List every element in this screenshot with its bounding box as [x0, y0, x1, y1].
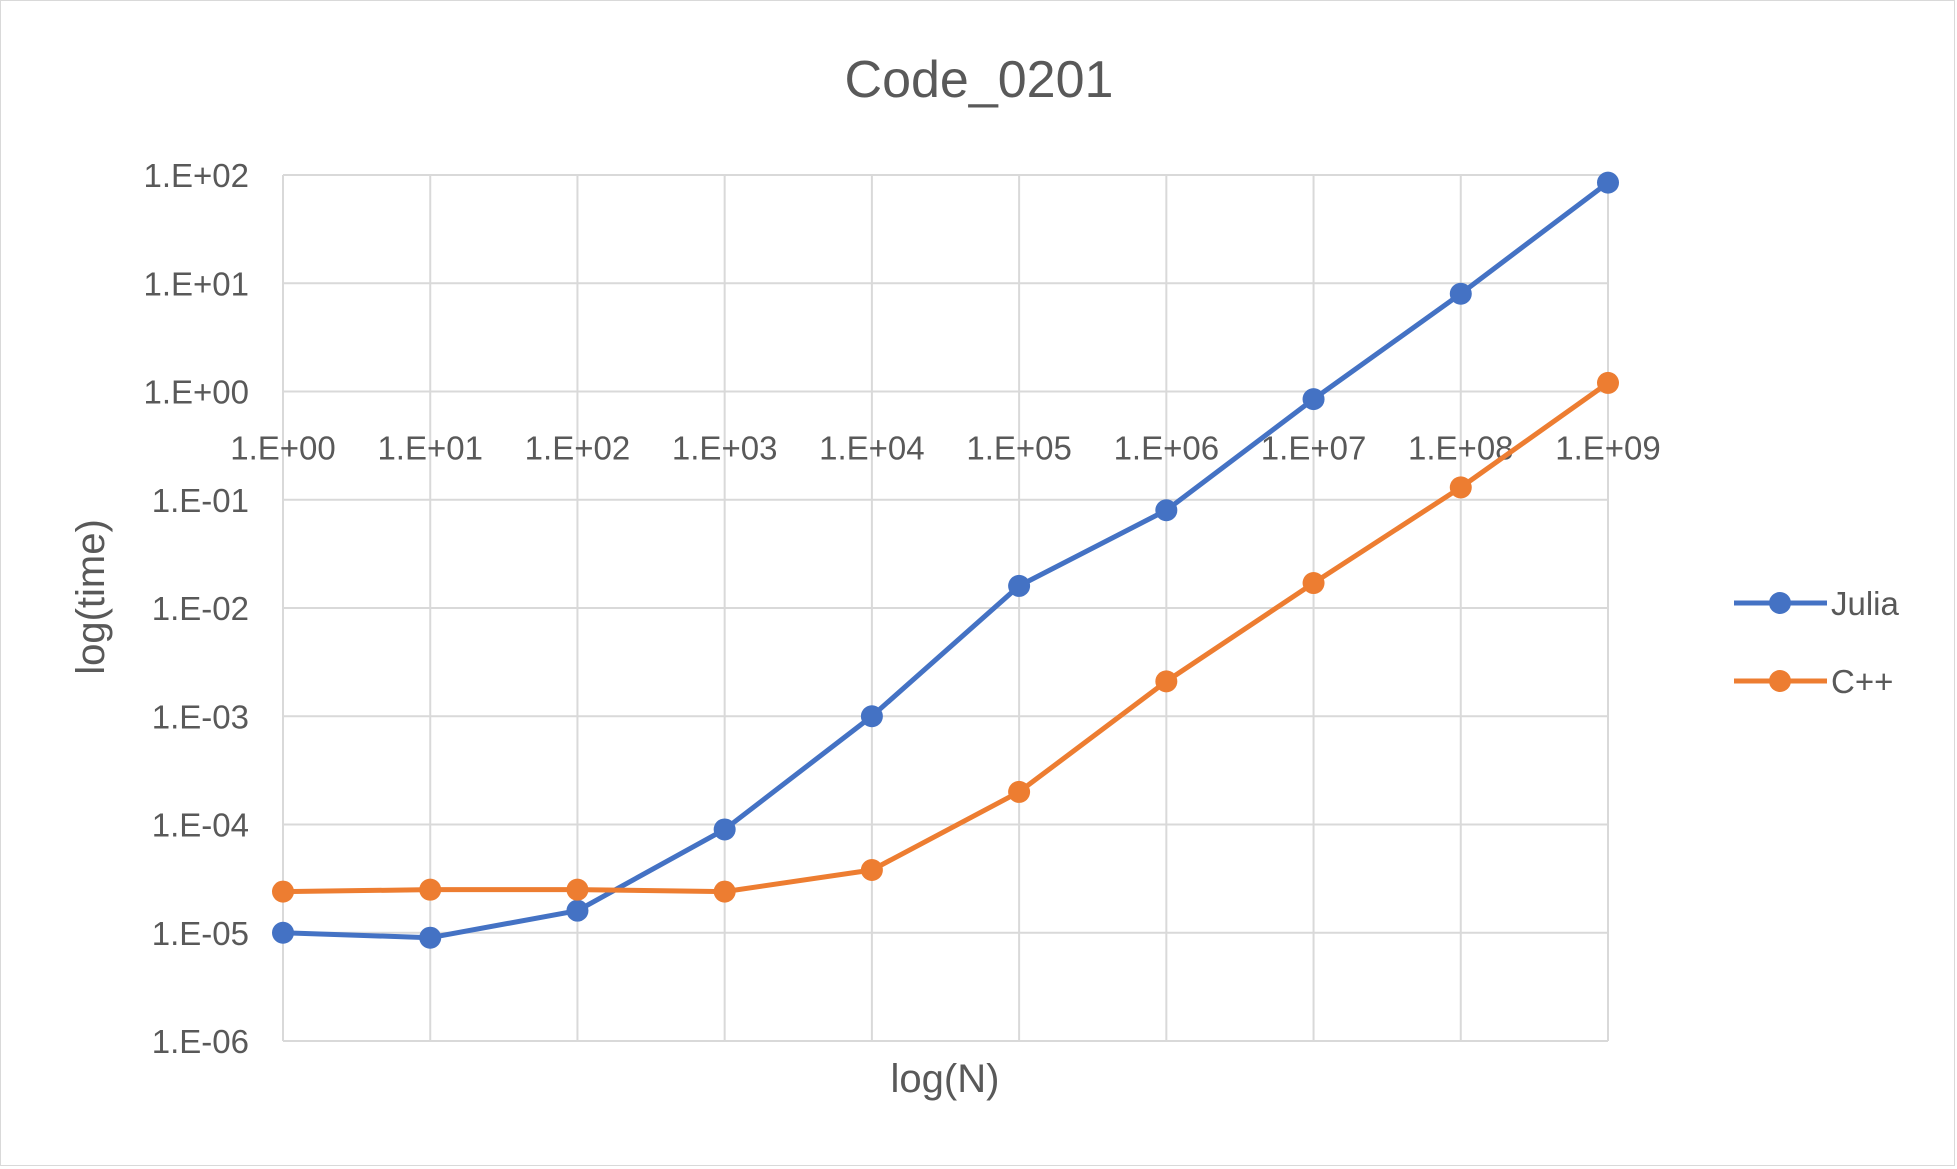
series-layer	[272, 171, 1619, 949]
data-point	[1449, 282, 1472, 305]
y-tick-label: 1.E-01	[152, 482, 249, 519]
data-point	[713, 880, 736, 903]
data-point	[713, 818, 736, 841]
x-tick-label: 1.E+06	[1114, 430, 1220, 467]
y-tick-label: 1.E-04	[152, 807, 249, 844]
data-point	[1597, 371, 1619, 394]
y-tick-label: 1.E+01	[143, 265, 249, 302]
x-tick-label: 1.E+07	[1261, 430, 1367, 467]
y-tick-label: 1.E-06	[152, 1023, 249, 1060]
x-tick-label: 1.E+09	[1555, 430, 1661, 467]
x-tick-label: 1.E+03	[672, 430, 778, 467]
data-point	[1155, 499, 1178, 522]
x-tick-label: 1.E+01	[377, 430, 483, 467]
data-point	[1302, 572, 1325, 595]
data-point	[1155, 670, 1178, 693]
series-line-c-	[282, 380, 1610, 895]
data-point	[566, 878, 589, 901]
legend-label: C++	[1831, 663, 1893, 700]
legend-marker	[1769, 670, 1791, 692]
data-point	[419, 926, 442, 949]
data-point	[272, 921, 294, 944]
tick-label-layer: 1.E-06 1.E-05 1.E-04 1.E-03 1.E-02 1.E-01 1.E+…	[143, 157, 1660, 1060]
x-tick-label: 1.E+00	[230, 430, 336, 467]
legend-label: Julia	[1831, 585, 1900, 622]
data-point	[419, 878, 442, 901]
data-point	[860, 858, 883, 881]
data-point	[860, 705, 883, 728]
data-point	[1008, 574, 1031, 597]
data-point	[272, 880, 294, 903]
data-point	[1449, 476, 1472, 499]
y-axis-title: log(time)	[69, 519, 113, 675]
legend-marker	[1769, 592, 1791, 614]
data-point	[566, 899, 589, 922]
x-tick-label: 1.E+04	[819, 430, 925, 467]
data-point	[1008, 780, 1031, 803]
y-tick-label: 1.E-03	[152, 698, 249, 735]
legend: Julia C++	[1734, 585, 1900, 700]
x-tick-label: 1.E+02	[525, 430, 631, 467]
series-line-julia	[282, 180, 1610, 941]
x-tick-label: 1.E+05	[966, 430, 1072, 467]
y-tick-label: 1.E+02	[143, 157, 249, 194]
grid-layer	[282, 174, 1609, 1042]
chart-title: Code_0201	[845, 51, 1114, 109]
x-axis-title: log(N)	[891, 1057, 1000, 1101]
y-tick-label: 1.E+00	[143, 374, 249, 411]
y-tick-label: 1.E-05	[152, 915, 249, 952]
y-tick-label: 1.E-02	[152, 590, 249, 627]
data-point	[1597, 171, 1619, 194]
data-point	[1302, 388, 1325, 411]
